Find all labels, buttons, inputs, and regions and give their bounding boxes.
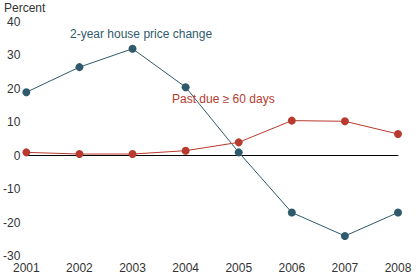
svg-text:2006: 2006 xyxy=(278,261,305,275)
svg-text:10: 10 xyxy=(7,115,21,129)
svg-text:30: 30 xyxy=(7,48,21,62)
svg-text:40: 40 xyxy=(7,15,21,29)
svg-text:2007: 2007 xyxy=(332,261,359,275)
svg-text:2002: 2002 xyxy=(66,261,93,275)
svg-text:-10: -10 xyxy=(3,182,21,196)
svg-text:2001: 2001 xyxy=(13,261,40,275)
svg-text:-30: -30 xyxy=(3,249,21,263)
svg-text:2-year house price change: 2-year house price change xyxy=(70,27,212,41)
svg-text:0: 0 xyxy=(14,149,21,163)
svg-text:20: 20 xyxy=(7,82,21,96)
svg-text:Past due ≥ 60 days: Past due ≥ 60 days xyxy=(172,92,275,106)
svg-text:2003: 2003 xyxy=(119,261,146,275)
svg-text:-20: -20 xyxy=(3,216,21,230)
svg-text:2004: 2004 xyxy=(172,261,199,275)
svg-text:2005: 2005 xyxy=(225,261,252,275)
svg-text:2008: 2008 xyxy=(385,261,412,275)
svg-text:Percent: Percent xyxy=(4,1,46,15)
